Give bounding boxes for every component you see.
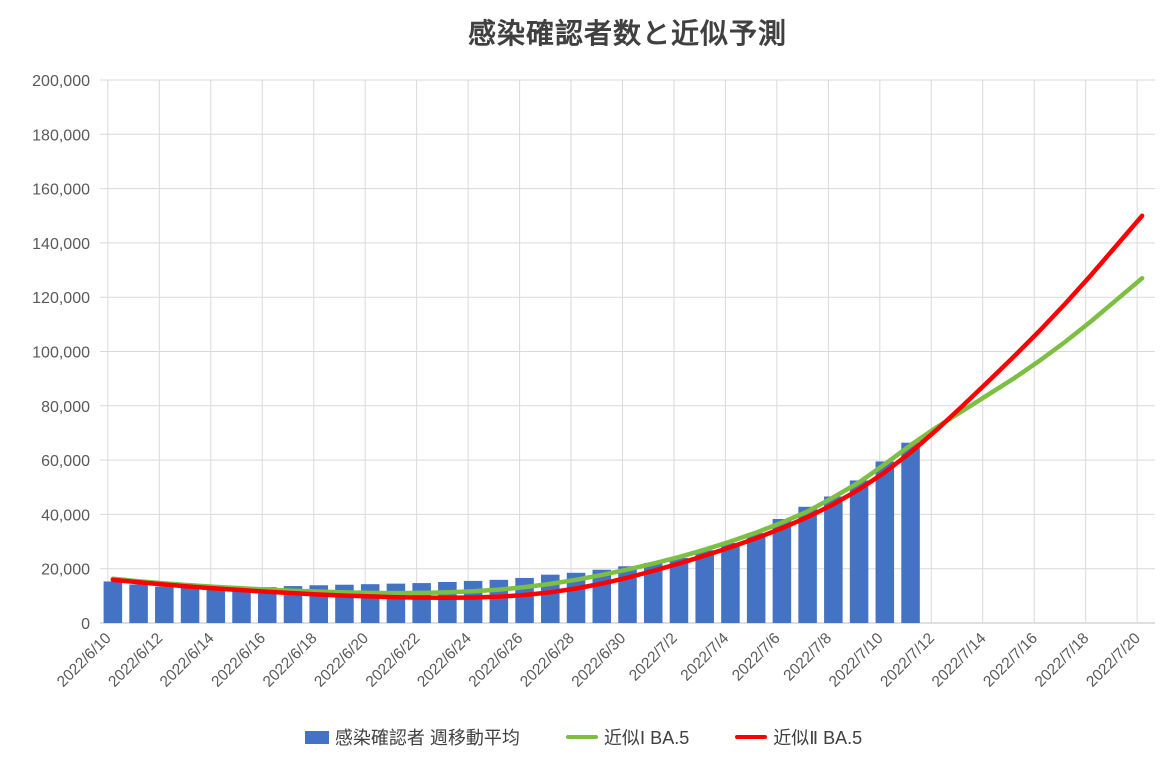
legend-label-approx1: 近似Ⅰ BA.5	[603, 728, 690, 748]
bar	[566, 572, 586, 623]
y-tick-label: 40,000	[41, 507, 90, 524]
legend-item-approx1: 近似Ⅰ BA.5	[565, 724, 690, 750]
x-tick-label: 2022/7/4	[678, 630, 733, 685]
approx2-line-swatch-icon	[735, 734, 768, 740]
bar	[772, 519, 792, 623]
x-tick-label: 2022/6/12	[105, 630, 166, 691]
x-tick-label: 2022/7/16	[980, 630, 1041, 691]
bar	[412, 583, 431, 623]
bar	[463, 580, 483, 623]
x-tick-label: 2022/7/12	[877, 630, 938, 691]
bar	[875, 461, 895, 623]
bar	[643, 562, 663, 623]
bar	[798, 506, 817, 623]
approx2-line	[110, 213, 1145, 601]
y-tick-label: 0	[81, 616, 90, 633]
bar	[901, 442, 920, 623]
bar	[746, 533, 766, 623]
bar	[155, 586, 174, 623]
y-tick-label: 80,000	[41, 399, 90, 416]
x-tick-label: 2022/6/20	[311, 630, 372, 691]
x-tick-label: 2022/6/26	[466, 630, 527, 691]
bar	[180, 587, 200, 623]
y-tick-label: 120,000	[32, 290, 90, 307]
y-tick-label: 160,000	[32, 182, 90, 199]
x-tick-label: 2022/7/10	[826, 630, 887, 691]
bar	[206, 588, 226, 623]
bar	[232, 588, 251, 623]
y-tick-label: 200,000	[32, 73, 90, 90]
bar	[721, 542, 740, 623]
y-tick-label: 140,000	[32, 236, 90, 253]
bar-series-swatch-icon	[304, 730, 329, 744]
y-tick-label: 180,000	[32, 127, 90, 144]
chart-title: 感染確認者数と近似予測	[467, 18, 787, 49]
x-tick-label: 2022/6/18	[260, 630, 321, 691]
x-tick-label: 2022/6/14	[157, 630, 218, 691]
x-tick-label: 2022/7/18	[1032, 630, 1093, 691]
approx1-line	[110, 275, 1145, 596]
x-tick-label: 2022/6/24	[414, 630, 475, 691]
y-tick-label: 100,000	[32, 345, 90, 362]
approx1-line-swatch-icon	[565, 734, 598, 740]
bar	[849, 480, 869, 623]
legend-item-cases: 感染確認者 週移動平均	[304, 724, 520, 750]
x-tick-label: 2022/6/28	[517, 630, 578, 691]
bar	[360, 584, 380, 623]
bar	[103, 581, 123, 623]
x-tick-label: 2022/6/10	[54, 630, 115, 691]
x-tick-label: 2022/7/14	[929, 630, 990, 691]
legend-label-approx2: 近似Ⅱ BA.5	[773, 728, 863, 748]
bar	[824, 496, 843, 623]
bar	[669, 557, 689, 623]
bar	[129, 584, 148, 623]
x-tick-label: 2022/6/30	[569, 630, 630, 691]
bar	[438, 582, 457, 623]
bar	[386, 583, 406, 623]
legend-label-cases: 感染確認者 週移動平均	[334, 728, 520, 748]
chart-legend: 感染確認者 週移動平均 近似Ⅰ BA.5 近似Ⅱ BA.5	[0, 724, 1167, 750]
x-tick-label: 2022/7/20	[1083, 630, 1144, 691]
bar	[257, 587, 277, 623]
legend-item-approx2: 近似Ⅱ BA.5	[735, 724, 862, 750]
x-tick-label: 2022/7/6	[729, 630, 784, 685]
x-tick-label: 2022/7/2	[626, 630, 681, 685]
bar	[695, 550, 714, 623]
bar	[489, 579, 509, 623]
x-tick-label: 2022/6/22	[363, 630, 424, 691]
x-tick-label: 2022/6/16	[208, 630, 269, 691]
y-tick-label: 20,000	[41, 562, 90, 579]
y-tick-label: 60,000	[41, 453, 90, 470]
